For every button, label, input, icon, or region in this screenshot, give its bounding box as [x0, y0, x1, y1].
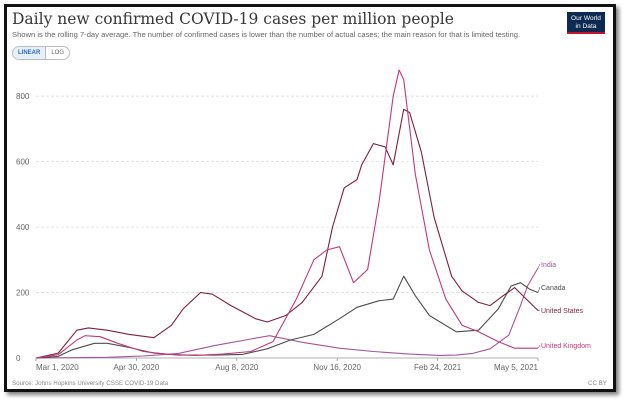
- logo-line-2: in Data: [575, 23, 597, 30]
- y-tick-label: 0: [16, 354, 21, 363]
- series-label-united-kingdom[interactable]: United Kingdom: [541, 343, 591, 350]
- y-tick-label: 600: [16, 158, 30, 167]
- x-tick-label: Aug 8, 2020: [215, 363, 259, 372]
- series-line-united-states[interactable]: [35, 108, 539, 359]
- y-axis-labels: 0 200 400 600 800: [16, 92, 30, 363]
- series-labels: India Canada United States United Kingdom: [537, 262, 591, 350]
- logo-accent-bar: [567, 32, 605, 34]
- series-line-united-kingdom[interactable]: [35, 69, 538, 359]
- x-tick-label: Mar 1, 2020: [36, 363, 79, 372]
- linear-scale-button[interactable]: LINEAR: [13, 47, 47, 59]
- series-label-connector: [537, 309, 541, 311]
- series-line-canada[interactable]: [35, 275, 539, 359]
- chart-title: Daily new confirmed COVID-19 cases per m…: [12, 10, 454, 28]
- x-tick-label: Nov 16, 2020: [313, 363, 361, 372]
- log-scale-button[interactable]: LOG: [51, 50, 65, 56]
- x-tick-label: Feb 24, 2021: [414, 363, 462, 372]
- x-axis-labels: Mar 1, 2020 Apr 30, 2020 Aug 8, 2020 Nov 16…: [35, 358, 539, 372]
- series-label-connector: [537, 344, 541, 349]
- series-label-united-states[interactable]: United States: [541, 308, 584, 315]
- y-tick-label: 400: [16, 223, 30, 232]
- chart-subtitle: Shown is the rolling 7-day average. The …: [12, 30, 521, 39]
- series-lines: [35, 69, 539, 359]
- chart-frame: [4, 4, 616, 392]
- series-label-canada[interactable]: Canada: [541, 285, 566, 292]
- owid-logo[interactable]: Our World in Data: [567, 12, 605, 34]
- source-note[interactable]: Source: Johns Hopkins University CSSE CO…: [12, 380, 169, 387]
- series-line-india[interactable]: [35, 267, 539, 359]
- series-label-connector: [537, 263, 541, 269]
- series-label-connector: [537, 286, 541, 293]
- grid-lines: [36, 95, 538, 293]
- x-tick-label: May 5, 2021: [494, 363, 539, 372]
- x-tick-label: Apr 30, 2020: [113, 363, 159, 372]
- scale-toggle: LINEAR LOG: [12, 46, 71, 60]
- logo-line-1: Our World: [571, 15, 601, 22]
- y-tick-label: 800: [16, 92, 30, 101]
- series-label-india[interactable]: India: [541, 262, 556, 269]
- y-tick-label: 200: [16, 289, 30, 298]
- license-note[interactable]: CC BY: [588, 380, 607, 387]
